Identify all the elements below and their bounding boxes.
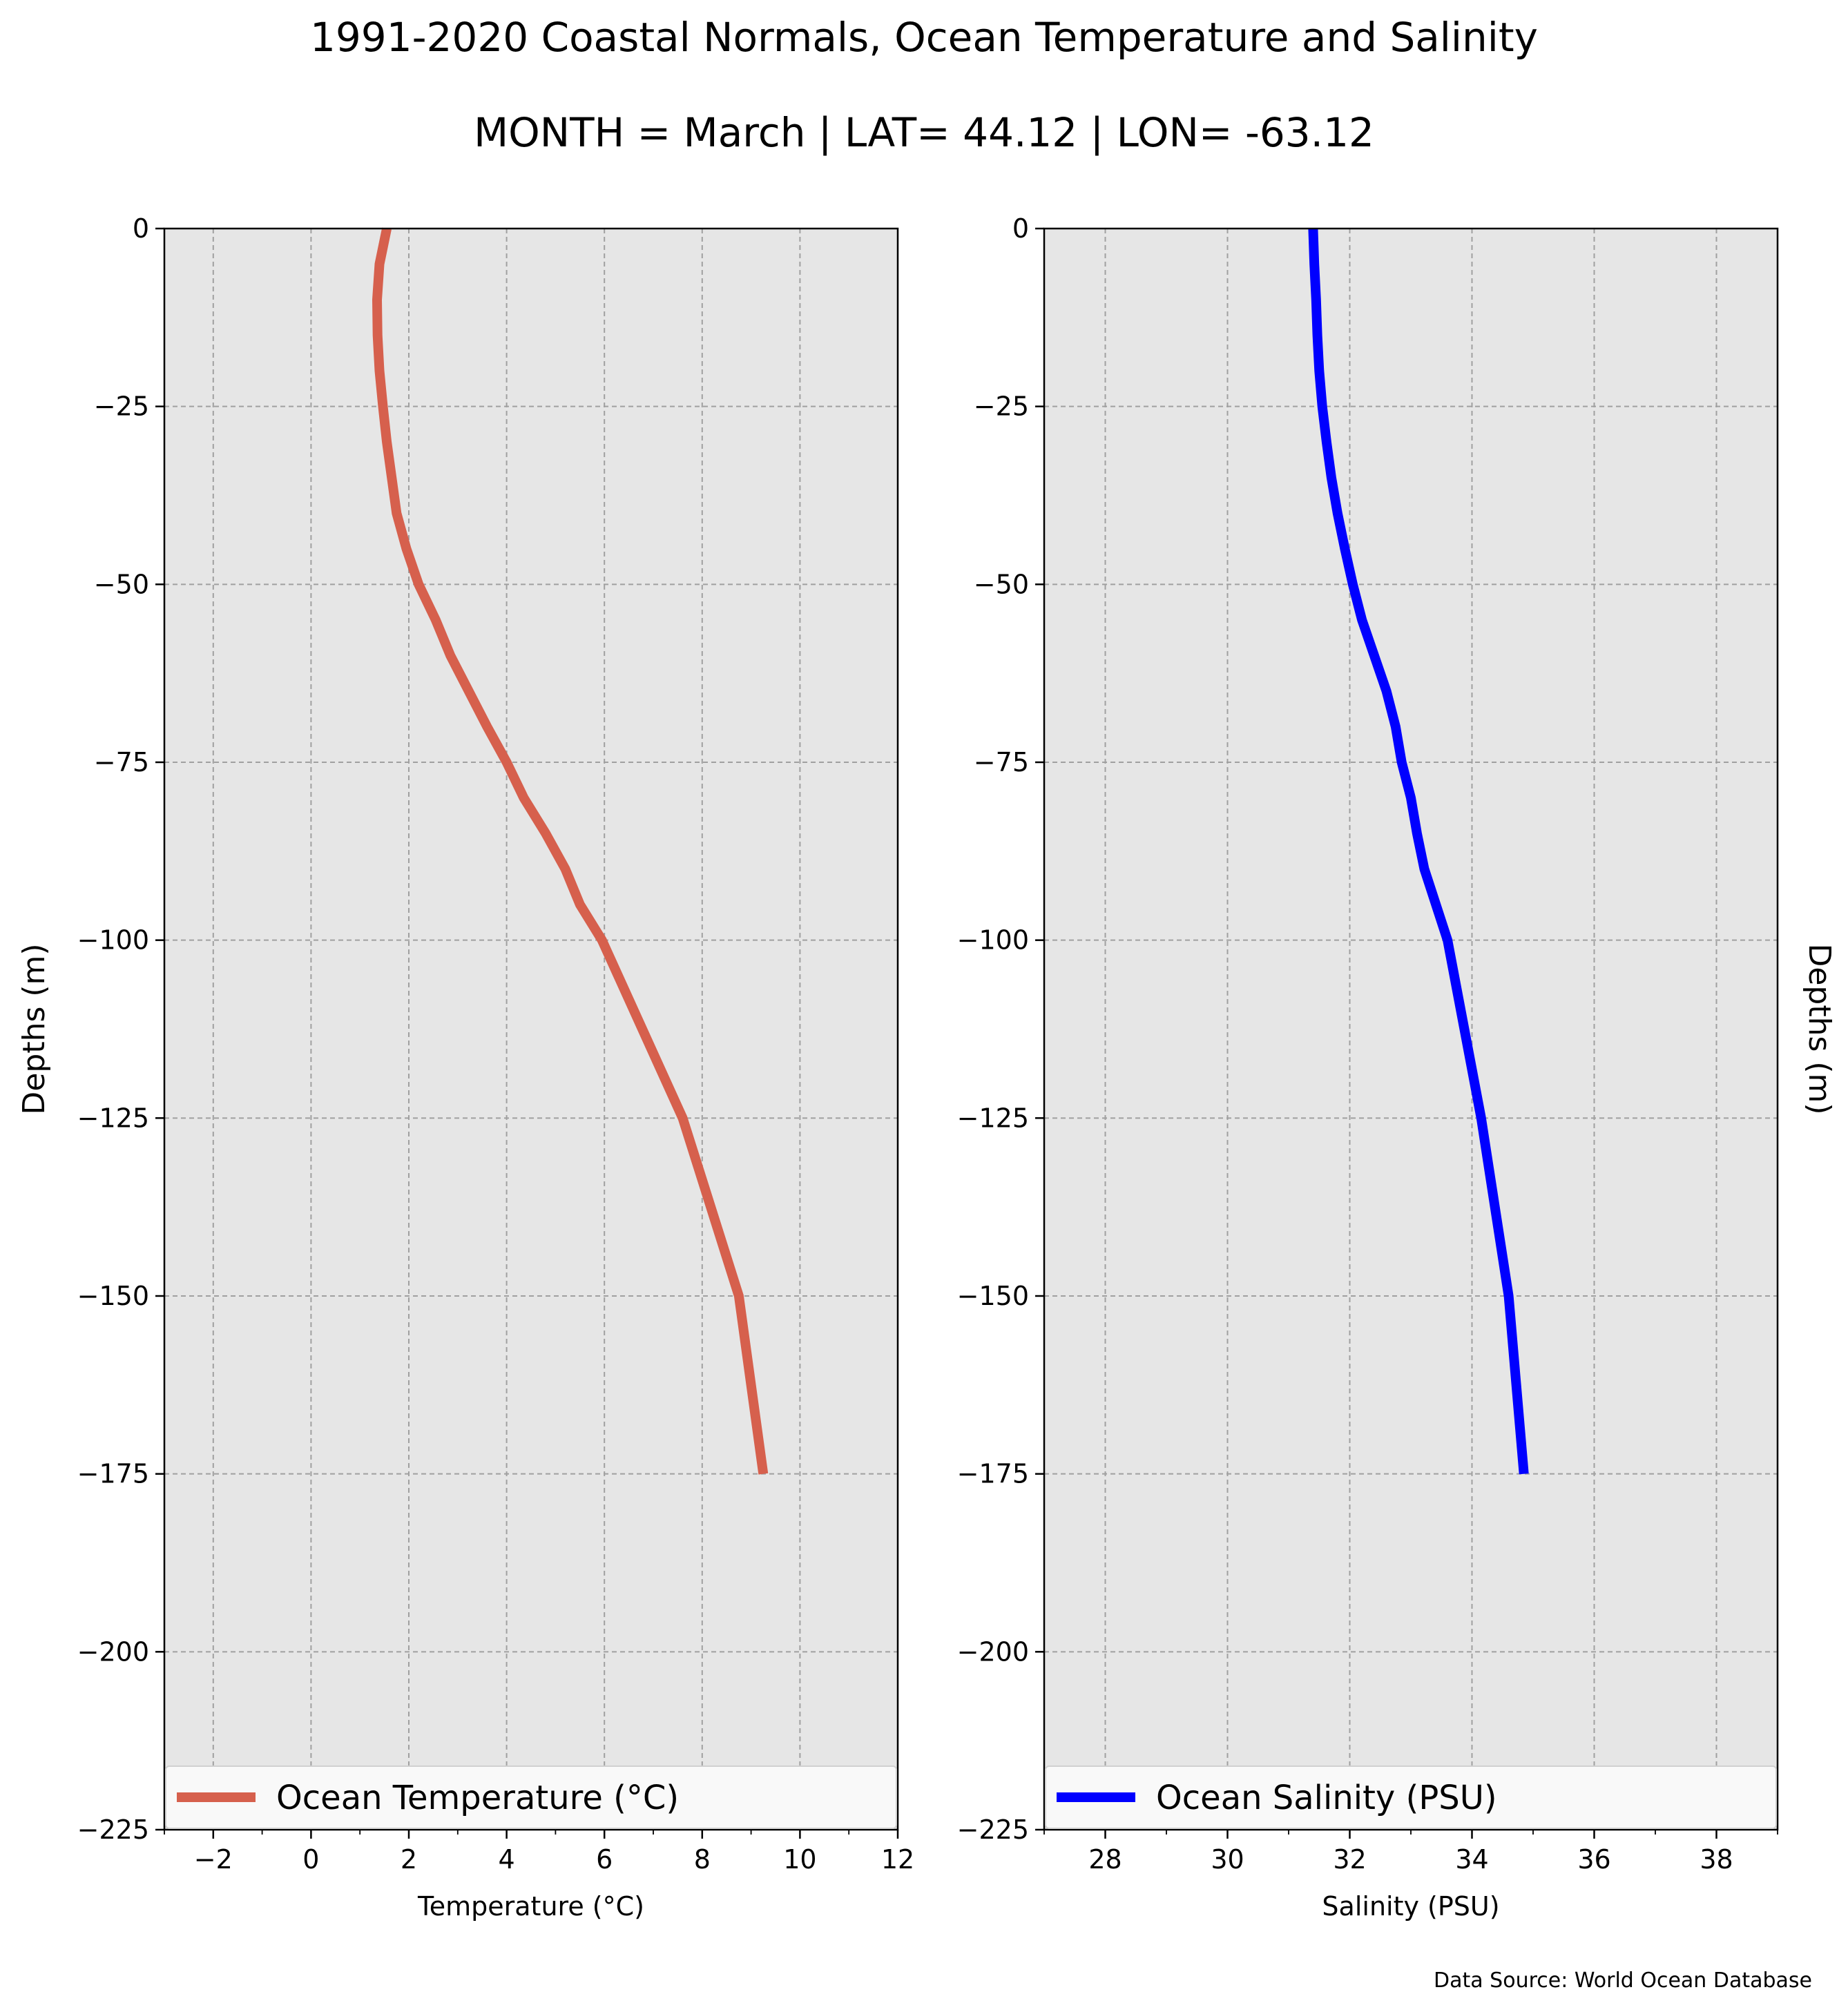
temperature-x-tick-label: 12	[881, 1844, 914, 1875]
temperature-legend-label: Ocean Temperature (°C)	[276, 1779, 679, 1817]
salinity-panel: 28 30 32 34 36 38 0 −25 −50 −75 −100 −125 −150 −175 −2…	[957, 213, 1837, 1922]
temperature-y-tick-label: −50	[94, 569, 149, 599]
temperature-y-tick-label: 0	[133, 213, 149, 244]
temperature-x-tick-label: 2	[401, 1844, 417, 1875]
salinity-y-tick-label: −225	[957, 1815, 1029, 1845]
salinity-x-tick-label: 36	[1577, 1844, 1610, 1875]
figure-title: 1991-2020 Coastal Normals, Ocean Tempera…	[310, 14, 1538, 61]
temperature-legend: Ocean Temperature (°C)	[165, 1765, 897, 1829]
temperature-y-tick-label: −125	[77, 1103, 149, 1133]
temperature-x-tick-label: −2	[194, 1844, 233, 1875]
temperature-y-tick-label: −100	[77, 925, 149, 956]
salinity-x-tick-label: 28	[1088, 1844, 1122, 1875]
temperature-axes-frame	[163, 227, 899, 1831]
temperature-x-tick-label: 10	[783, 1844, 816, 1875]
temperature-y-tick-label: −25	[94, 391, 149, 422]
salinity-legend-label: Ocean Salinity (PSU)	[1156, 1779, 1497, 1817]
temperature-panel: −2 0 2 4 6 8 10 12 0 −25 −50 −75 −100 −125 −150 −175 −20…	[17, 213, 914, 1922]
salinity-plot-area	[1044, 229, 1778, 1830]
salinity-x-tick-label: 34	[1455, 1844, 1488, 1875]
temperature-x-tick-label: 4	[499, 1844, 515, 1875]
salinity-x-tick-label: 30	[1211, 1844, 1244, 1875]
figure-subtitle: MONTH = March | LAT= 44.12 | LON= -63.12	[474, 109, 1374, 156]
salinity-y-tick-label: −75	[974, 747, 1029, 777]
temperature-y-tick-label: −75	[94, 747, 149, 777]
salinity-y-tick-label: −125	[957, 1103, 1029, 1133]
salinity-y-tick-label: −175	[957, 1459, 1029, 1489]
salinity-x-tick-label: 38	[1700, 1844, 1733, 1875]
temperature-y-tick-label: −150	[77, 1281, 149, 1311]
temperature-y-axis-label: Depths (m)	[17, 943, 52, 1114]
temperature-x-tick-label: 0	[302, 1844, 319, 1875]
salinity-y-tick-label: −150	[957, 1281, 1029, 1311]
salinity-legend-box	[1045, 1765, 1777, 1829]
salinity-x-axis-label: Salinity (PSU)	[1322, 1891, 1499, 1922]
salinity-y-tick-label: −25	[974, 391, 1029, 422]
temperature-y-tick-label: −175	[77, 1459, 149, 1489]
salinity-y-tick-label: −200	[957, 1636, 1029, 1667]
salinity-y-tick-label: −50	[974, 569, 1029, 599]
temperature-y-tick-label: −200	[77, 1636, 149, 1667]
salinity-y-tick-label: −100	[957, 925, 1029, 956]
salinity-legend: Ocean Salinity (PSU)	[1045, 1765, 1777, 1829]
salinity-y-tick-label: 0	[1012, 213, 1029, 244]
salinity-x-tick-label: 32	[1333, 1844, 1366, 1875]
temperature-y-tick-label: −225	[77, 1815, 149, 1845]
temperature-x-axis-label: Temperature (°C)	[417, 1891, 644, 1922]
temperature-x-tick-label: 8	[694, 1844, 711, 1875]
temperature-plot-area	[164, 229, 898, 1830]
temperature-x-tick-label: 6	[596, 1844, 613, 1875]
data-source-note: Data Source: World Ocean Database	[1434, 1968, 1812, 1993]
temperature-legend-box	[165, 1765, 897, 1829]
salinity-y-axis-label: Depths (m)	[1802, 943, 1837, 1114]
